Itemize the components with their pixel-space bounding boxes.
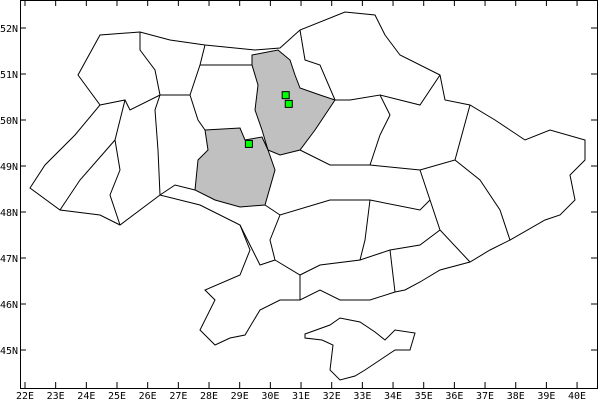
lat-tick-label: 49N	[0, 162, 18, 173]
site-marker[interactable]	[284, 99, 293, 108]
lat-tick-label: 51N	[0, 70, 18, 81]
lon-tick-label: 25E	[108, 391, 126, 400]
lon-tick-label: 26E	[139, 391, 157, 400]
lon-tick-label: 31E	[292, 391, 310, 400]
site-marker[interactable]	[244, 139, 253, 148]
lon-tick-label: 22E	[16, 391, 34, 400]
plot-frame	[20, 0, 598, 389]
crimea-outline	[304, 317, 416, 381]
region-vinnytsia[interactable]	[194, 127, 276, 208]
lon-tick-label: 40E	[568, 391, 586, 400]
lon-tick-label: 23E	[47, 391, 65, 400]
region-kyiv[interactable]	[251, 49, 336, 156]
lon-tick-label: 33E	[353, 391, 371, 400]
lon-tick-label: 32E	[323, 391, 341, 400]
lon-tick-label: 28E	[200, 391, 218, 400]
lon-tick-label: 35E	[415, 391, 433, 400]
lat-tick-label: 47N	[0, 254, 18, 265]
lon-tick-label: 36E	[445, 391, 463, 400]
lon-tick-label: 30E	[261, 391, 279, 400]
lon-tick-label: 29E	[231, 391, 249, 400]
lat-tick-label: 52N	[0, 24, 18, 35]
site-marker[interactable]	[281, 91, 290, 100]
lon-tick-label: 38E	[507, 391, 525, 400]
lon-tick-label: 34E	[384, 391, 402, 400]
lon-tick-label: 27E	[169, 391, 187, 400]
lat-tick-label: 48N	[0, 208, 18, 219]
lat-tick-label: 45N	[0, 346, 18, 357]
lon-tick-label: 24E	[77, 391, 95, 400]
lat-tick-label: 46N	[0, 300, 18, 311]
lon-tick-label: 39E	[537, 391, 555, 400]
country-outline	[29, 11, 586, 346]
lat-tick-label: 50N	[0, 116, 18, 127]
oblast-borders	[59, 29, 511, 300]
lon-tick-label: 37E	[476, 391, 494, 400]
